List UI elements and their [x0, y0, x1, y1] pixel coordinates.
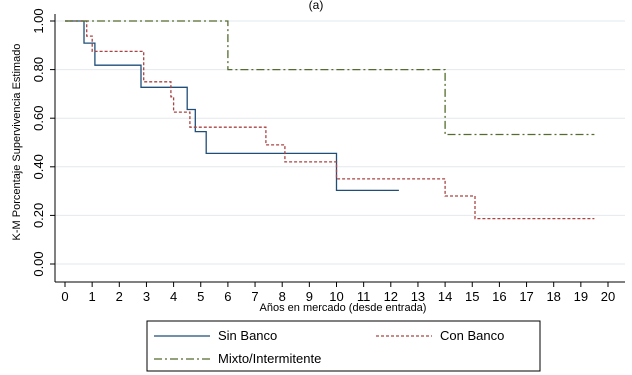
x-tick-label: 1: [89, 289, 96, 304]
y-tick-label: 1.00: [31, 8, 46, 33]
x-tick-label: 6: [224, 289, 231, 304]
x-tick-label: 20: [601, 289, 615, 304]
series-line-mixto-intermitente: [65, 20, 595, 136]
x-tick-label: 16: [492, 289, 506, 304]
x-axis-label: Años en mercado (desde entrada): [260, 302, 427, 314]
x-tick-label: 4: [170, 289, 177, 304]
y-tick-label: 0.20: [31, 203, 46, 228]
x-tick-label: 14: [438, 289, 452, 304]
x-tick-label: 11: [357, 289, 371, 304]
y-tick-label: 0.40: [31, 154, 46, 179]
plot-area: [55, 14, 625, 282]
legend: Sin Banco Con Banco Mixto/Intermitente: [146, 320, 541, 372]
chart-title: (a): [309, 0, 324, 12]
x-tick-label: 10: [329, 289, 343, 304]
legend-box: [146, 320, 541, 372]
y-tick-label: 0.00: [31, 251, 46, 276]
series-line-sin-banco: [65, 20, 399, 192]
axes: [54, 14, 625, 283]
x-tick-label: 5: [197, 289, 204, 304]
y-axis-ticks: 0.00 0.20 0.40 0.60 0.80 1.00: [31, 8, 55, 277]
x-axis-ticks: 0 1 2 3 4 5 6 7 8 9 10 11 12 13 14 15 16 17 18 19 20: [61, 282, 615, 304]
y-axis-label: K-M Porcentaje Supervivencia Estimado: [11, 44, 23, 241]
x-tick-label: 7: [251, 289, 258, 304]
x-tick-label: 9: [306, 289, 313, 304]
legend-label: Con Banco: [440, 328, 504, 343]
x-tick-label: 18: [546, 289, 560, 304]
x-tick-label: 0: [61, 289, 68, 304]
x-tick-label: 13: [411, 289, 425, 304]
x-tick-label: 17: [519, 289, 533, 304]
x-tick-label: 12: [384, 289, 398, 304]
x-tick-label: 3: [143, 289, 150, 304]
series-layer: [65, 20, 595, 220]
y-tick-label: 0.80: [31, 57, 46, 82]
legend-label: Sin Banco: [218, 328, 277, 343]
legend-label: Mixto/Intermitente: [218, 351, 321, 366]
x-tick-label: 15: [465, 289, 479, 304]
series-line-con-banco: [65, 20, 595, 220]
y-tick-label: 0.60: [31, 106, 46, 131]
x-tick-label: 8: [279, 289, 286, 304]
x-tick-label: 19: [574, 289, 588, 304]
gridlines: [55, 20, 625, 265]
x-tick-label: 2: [116, 289, 123, 304]
